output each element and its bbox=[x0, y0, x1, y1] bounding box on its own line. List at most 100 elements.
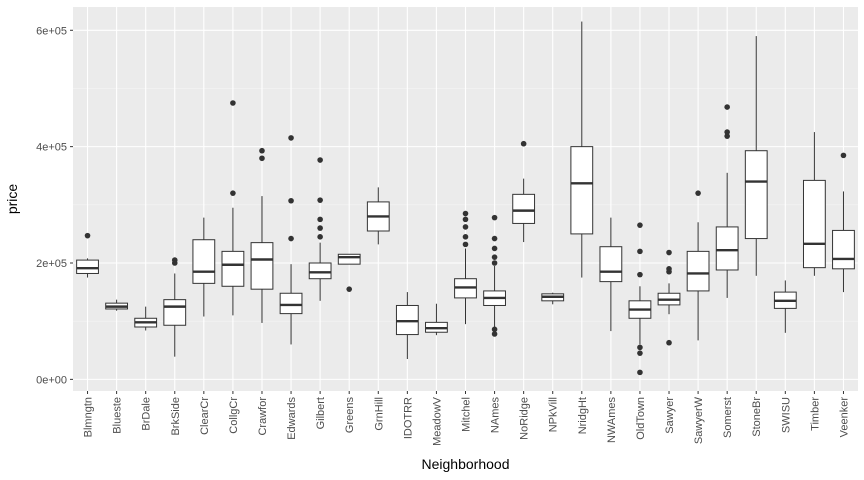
x-tick-label: GrnHill bbox=[373, 397, 385, 431]
iqr-box bbox=[715, 226, 739, 271]
iqr-box bbox=[686, 250, 710, 292]
iqr-box bbox=[744, 150, 768, 240]
box-MeadowV bbox=[425, 303, 448, 336]
outlier-point bbox=[840, 152, 847, 159]
x-tick-label: Blmngtn bbox=[83, 397, 95, 437]
outlier-point bbox=[520, 140, 527, 147]
outlier-point bbox=[462, 241, 469, 248]
x-tick-label: NoRidge bbox=[519, 397, 531, 440]
box-NPkVill bbox=[541, 292, 565, 305]
box-Edwards bbox=[279, 135, 303, 345]
box-Blmngtn bbox=[76, 232, 99, 278]
y-tick-label: 0e+00 bbox=[36, 374, 67, 386]
outlier-point bbox=[724, 133, 730, 139]
outlier-point bbox=[171, 257, 178, 263]
box-Timber bbox=[802, 132, 826, 276]
x-tick-label: Sawyer bbox=[664, 397, 676, 434]
y-tick-label: 2e+05 bbox=[36, 258, 67, 270]
outlier-point bbox=[637, 248, 643, 255]
x-tick-label: BrkSide bbox=[170, 397, 182, 436]
iqr-box bbox=[599, 246, 623, 283]
outlier-point bbox=[259, 147, 265, 154]
box-Greens bbox=[337, 253, 361, 292]
iqr-box bbox=[308, 262, 332, 280]
box-SawyerW bbox=[686, 190, 710, 341]
box-Sawyer bbox=[657, 249, 681, 346]
box-IDOTRR bbox=[395, 292, 419, 359]
outlier-point bbox=[491, 331, 498, 337]
outlier-point bbox=[637, 222, 643, 228]
y-tick-label: 4e+05 bbox=[36, 142, 67, 154]
box-NridgHt bbox=[570, 21, 594, 278]
outlier-point bbox=[462, 224, 469, 230]
outlier-point bbox=[462, 216, 469, 223]
outlier-point bbox=[724, 129, 730, 135]
outlier-point bbox=[491, 260, 498, 266]
outlier-point bbox=[491, 235, 498, 242]
x-tick-label: NWAmes bbox=[606, 397, 618, 444]
box-NoRidge bbox=[512, 140, 536, 243]
x-tick-label: IDOTRR bbox=[402, 397, 414, 439]
outlier-point bbox=[637, 344, 643, 351]
boxplot-boxes bbox=[76, 21, 855, 376]
x-tick-label: Blueste bbox=[112, 397, 124, 434]
outlier-point bbox=[637, 350, 643, 356]
outlier-point bbox=[317, 216, 323, 223]
iqr-box bbox=[279, 292, 303, 315]
box-Blueste bbox=[105, 299, 129, 311]
iqr-box bbox=[192, 239, 216, 284]
outlier-point bbox=[346, 286, 353, 292]
box-BrkSide bbox=[163, 257, 187, 357]
iqr-box bbox=[802, 179, 826, 269]
x-axis: Blmngtn Blueste BrDale BrkSide ClearCr CollgC… bbox=[83, 391, 850, 446]
box-Gilbert bbox=[308, 157, 332, 301]
iqr-box bbox=[221, 250, 245, 287]
iqr-box bbox=[76, 259, 99, 274]
iqr-box bbox=[163, 299, 187, 326]
outlier-point bbox=[84, 232, 91, 239]
box-GrnHill bbox=[366, 187, 390, 245]
outlier-point bbox=[230, 190, 236, 196]
outlier-point bbox=[317, 234, 323, 240]
x-tick-label: Greens bbox=[344, 397, 356, 434]
outlier-point bbox=[724, 104, 730, 110]
x-tick-label: NPkVill bbox=[548, 397, 560, 432]
outlier-point bbox=[637, 369, 643, 376]
outlier-point bbox=[491, 254, 498, 260]
outlier-point bbox=[288, 235, 294, 242]
outlier-point bbox=[491, 326, 498, 333]
x-tick-label: ClearCr bbox=[199, 397, 211, 435]
x-tick-label: StoneBr bbox=[751, 397, 763, 437]
iqr-box bbox=[337, 253, 361, 265]
outlier-point bbox=[462, 234, 469, 240]
x-tick-label: Somerst bbox=[722, 397, 734, 438]
outlier-point bbox=[317, 225, 323, 231]
x-tick-label: Mitchel bbox=[461, 397, 473, 432]
outlier-point bbox=[259, 155, 265, 162]
box-Veenker bbox=[832, 152, 855, 293]
x-tick-label: Edwards bbox=[286, 397, 298, 440]
outlier-point bbox=[666, 249, 672, 256]
y-axis-title: price bbox=[4, 184, 20, 215]
x-tick-label: OldTown bbox=[635, 397, 647, 440]
outlier-point bbox=[666, 339, 672, 346]
box-SWISU bbox=[773, 280, 797, 333]
box-BrDale bbox=[134, 306, 158, 331]
x-tick-label: NAmes bbox=[490, 397, 502, 434]
x-tick-label: Gilbert bbox=[315, 397, 327, 429]
outlier-point bbox=[230, 100, 236, 106]
box-CollgCr bbox=[221, 100, 245, 316]
outlier-point bbox=[637, 271, 643, 278]
outlier-point bbox=[491, 214, 498, 221]
outlier-point bbox=[666, 266, 672, 272]
box-NWAmes bbox=[599, 217, 623, 332]
x-tick-label: SawyerW bbox=[693, 396, 705, 444]
x-axis-title: Neighborhood bbox=[422, 456, 510, 472]
outlier-point bbox=[695, 190, 701, 196]
box-OldTown bbox=[628, 222, 652, 376]
outlier-point bbox=[491, 245, 498, 252]
iqr-box bbox=[570, 146, 594, 235]
x-tick-label: SWISU bbox=[780, 397, 792, 433]
y-tick-label: 6e+05 bbox=[36, 25, 67, 37]
